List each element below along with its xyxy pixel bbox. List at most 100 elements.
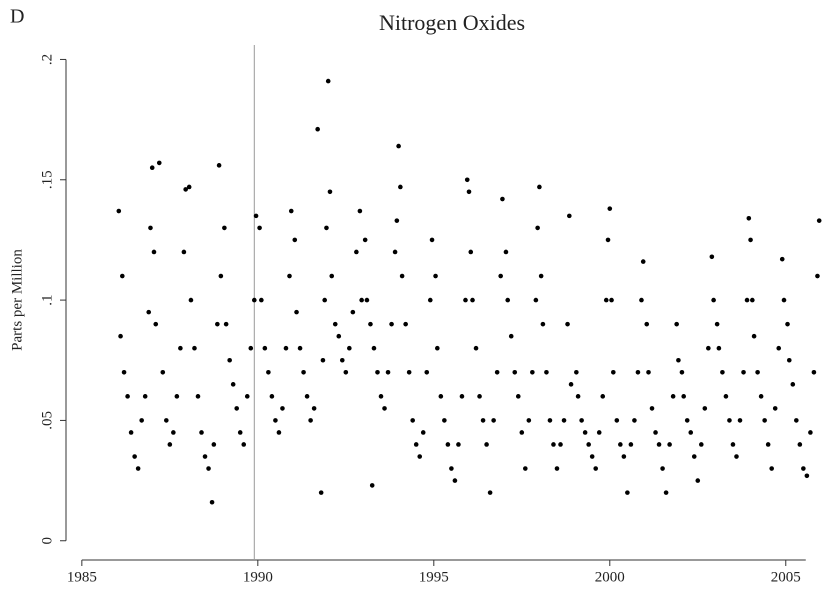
data-point <box>535 225 540 231</box>
data-point <box>621 454 627 459</box>
data-point <box>385 369 391 375</box>
data-point <box>350 309 356 315</box>
data-point <box>709 254 715 260</box>
data-point <box>142 394 148 399</box>
data-point <box>691 454 697 459</box>
data-point <box>125 394 130 399</box>
data-point <box>625 490 630 495</box>
data-point <box>503 249 509 255</box>
data-point <box>790 382 796 387</box>
data-point <box>663 490 669 495</box>
data-point <box>332 321 338 327</box>
data-point <box>586 442 591 447</box>
data-point <box>135 466 141 471</box>
data-point <box>816 218 822 223</box>
data-point <box>452 478 458 483</box>
data-point <box>325 78 331 84</box>
data-point <box>139 418 144 423</box>
y-tick-label: .05 <box>39 411 55 430</box>
data-point <box>322 297 327 303</box>
data-point <box>786 357 792 363</box>
data-point <box>327 189 333 195</box>
data-point <box>575 394 581 399</box>
data-point <box>195 394 201 399</box>
data-point <box>772 406 778 411</box>
data-point <box>287 273 292 279</box>
data-point <box>252 297 257 303</box>
data-point <box>347 345 352 351</box>
data-point <box>494 369 500 375</box>
data-point <box>273 418 278 423</box>
data-point <box>762 418 767 423</box>
data-point <box>473 345 479 351</box>
data-point <box>720 369 725 375</box>
data-point <box>160 369 166 375</box>
data-point <box>445 442 451 447</box>
data-point <box>118 333 123 339</box>
data-point <box>148 225 153 231</box>
data-point <box>368 321 373 327</box>
data-point <box>320 357 326 363</box>
data-point <box>438 394 444 399</box>
data-point <box>609 297 614 303</box>
data-point <box>248 345 254 351</box>
x-tick-label: 1995 <box>419 569 449 585</box>
data-point <box>755 369 760 375</box>
data-point <box>688 430 694 435</box>
data-point <box>276 430 282 435</box>
data-point <box>579 418 584 423</box>
data-point <box>315 126 320 132</box>
data-point <box>746 215 752 221</box>
data-point <box>653 430 658 435</box>
data-point <box>311 406 317 411</box>
data-point <box>593 466 599 471</box>
data-point <box>533 297 539 303</box>
data-point <box>336 333 342 339</box>
data-point <box>649 406 655 411</box>
x-tick-label: 2005 <box>771 569 801 585</box>
x-tick-label: 1985 <box>67 569 97 585</box>
data-point <box>463 297 468 303</box>
data-point <box>230 382 236 387</box>
data-point <box>515 394 521 399</box>
data-point <box>283 345 289 351</box>
data-point <box>301 369 306 375</box>
data-point <box>750 297 755 303</box>
data-point <box>178 345 183 351</box>
data-point <box>512 369 518 375</box>
data-point <box>424 369 430 375</box>
data-point <box>318 490 324 495</box>
data-point <box>737 418 743 423</box>
data-point <box>811 369 817 375</box>
data-point <box>769 466 774 471</box>
data-point <box>151 249 157 255</box>
chart-title: Nitrogen Oxides <box>379 10 525 35</box>
data-point <box>403 321 408 327</box>
data-point <box>259 297 264 303</box>
data-point <box>209 499 215 505</box>
data-point <box>632 418 637 423</box>
data-point <box>223 321 229 327</box>
data-point <box>132 454 137 459</box>
data-point <box>674 321 679 327</box>
data-point <box>297 345 303 351</box>
data-point <box>120 273 125 279</box>
data-point <box>262 345 268 351</box>
data-point <box>667 442 672 447</box>
x-tick-label: 1990 <box>243 569 273 585</box>
data-point <box>371 345 377 351</box>
data-point <box>192 345 197 351</box>
data-point <box>257 225 262 231</box>
data-point <box>639 297 644 303</box>
data-point <box>364 297 370 303</box>
data-point <box>551 442 556 447</box>
data-point <box>723 394 729 399</box>
data-point <box>804 473 810 479</box>
data-point <box>149 165 155 171</box>
data-point <box>304 394 310 399</box>
data-point <box>779 256 785 262</box>
data-point <box>565 321 570 327</box>
data-point <box>508 333 514 339</box>
